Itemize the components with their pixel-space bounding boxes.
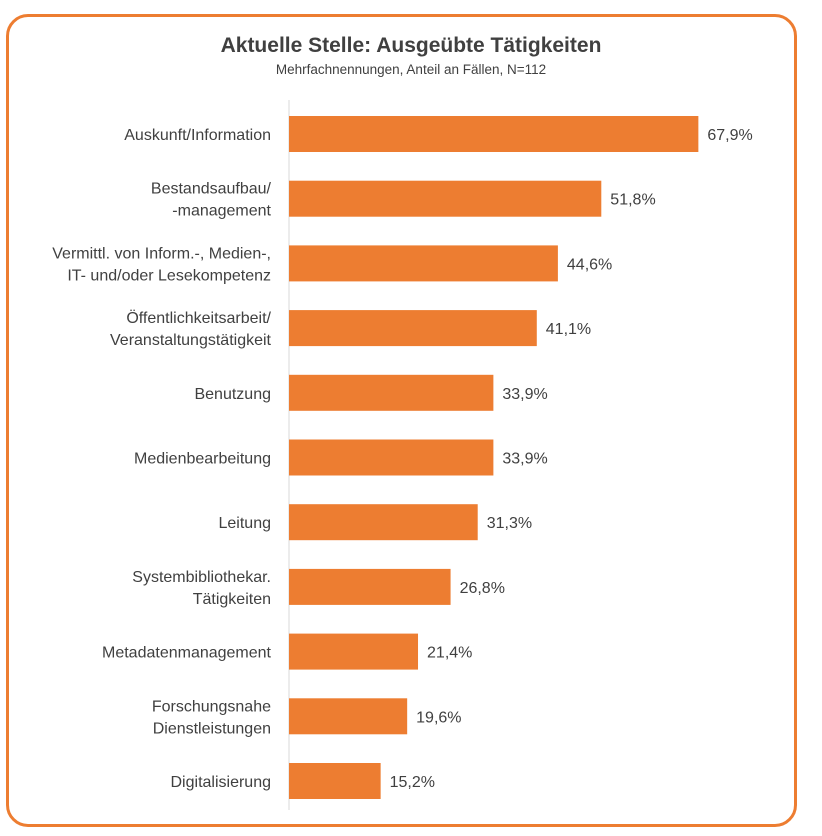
- bar-4: [289, 374, 494, 411]
- category-label-0: Auskunft/Information: [124, 127, 271, 144]
- category-label-9: Forschungsnahe Dienstleistungen: [152, 698, 271, 737]
- value-label-4: 33,9%: [502, 386, 547, 403]
- category-labels-group: Auskunft/Information Bestandsaufbau/ -mana…: [52, 127, 271, 791]
- bar-9: [289, 698, 408, 735]
- category-label-line: Medienbearbeitung: [134, 451, 271, 468]
- value-label-3: 41,1%: [546, 321, 591, 338]
- category-label-6: Leitung: [219, 515, 272, 532]
- category-label-line: Benutzung: [194, 386, 271, 403]
- bar-3: [289, 310, 537, 347]
- category-label-line: -management: [172, 203, 271, 220]
- category-label-line: Dienstleistungen: [153, 720, 271, 737]
- value-label-2: 44,6%: [567, 256, 612, 273]
- category-label-line: Vermittl. von Inform.-, Medien-,: [52, 245, 271, 262]
- bar-0: [289, 116, 699, 152]
- bar-1: [289, 180, 602, 217]
- value-label-9: 19,6%: [416, 709, 461, 726]
- value-label-1: 51,8%: [610, 192, 655, 209]
- category-label-1: Bestandsaufbau/ -management: [151, 181, 272, 220]
- value-label-0: 67,9%: [707, 127, 752, 144]
- category-label-5: Medienbearbeitung: [134, 451, 271, 468]
- category-label-3: Öffentlichkeitsarbeit/Veranstaltungstäti…: [110, 309, 272, 349]
- bar-5: [289, 439, 494, 476]
- category-label-line: IT- und/oder Lesekompetenz: [67, 267, 271, 284]
- category-label-line: Tätigkeiten: [193, 591, 271, 608]
- bars-group: [289, 116, 699, 799]
- bar-6: [289, 504, 478, 541]
- value-label-10: 15,2%: [390, 774, 435, 791]
- chart-subtitle: Mehrfachnennungen, Anteil an Fällen, N=1…: [275, 62, 547, 77]
- bar-7: [289, 568, 451, 605]
- value-labels-group: 67,9% 51,8% 44,6% 41,1% 33,9% 33,9% 31,3% 26,8%…: [390, 127, 753, 791]
- value-label-6: 31,3%: [487, 515, 532, 532]
- category-label-line: Metadatenmanagement: [102, 645, 272, 662]
- chart-title: Aktuelle Stelle: Ausgeübte Tätigkeiten: [220, 34, 602, 57]
- category-label-8: Metadatenmanagement: [102, 645, 272, 662]
- value-label-7: 26,8%: [460, 580, 505, 597]
- category-label-4: Benutzung: [194, 386, 271, 403]
- category-label-2: Vermittl. von Inform.-, Medien-, IT- und/…: [52, 245, 271, 284]
- bar-10: [289, 763, 381, 799]
- bar-8: [289, 633, 419, 670]
- category-label-10: Digitalisierung: [171, 774, 272, 791]
- bar-2: [289, 245, 558, 282]
- category-label-line: Veranstaltungstätigkeit: [110, 332, 272, 349]
- category-label-7: Systembibliothekar. Tätigkeiten: [132, 569, 271, 608]
- category-label-line: Bestandsaufbau/: [151, 181, 272, 198]
- category-label-line: Leitung: [219, 515, 272, 532]
- value-label-8: 21,4%: [427, 645, 472, 662]
- category-label-line: Öffentlichkeitsarbeit/: [126, 309, 271, 327]
- category-label-line: Auskunft/Information: [124, 127, 271, 144]
- category-label-line: Systembibliothekar.: [132, 569, 271, 586]
- category-label-line: Digitalisierung: [171, 774, 272, 791]
- value-label-5: 33,9%: [502, 451, 547, 468]
- category-label-line: Forschungsnahe: [152, 698, 271, 715]
